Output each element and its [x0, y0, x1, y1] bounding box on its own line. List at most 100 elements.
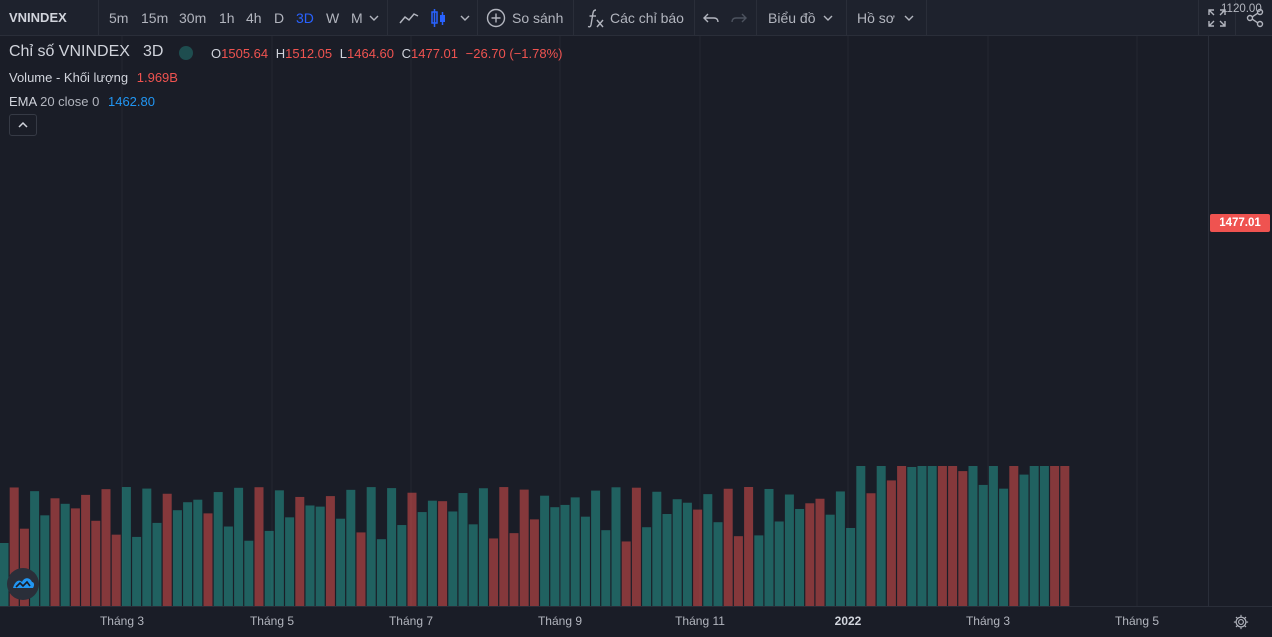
interval-30m[interactable]: 30m	[179, 10, 207, 26]
collapse-legend-button[interactable]	[9, 114, 37, 136]
fullscreen-icon[interactable]	[1205, 6, 1229, 30]
interval-m[interactable]: M	[351, 10, 363, 26]
volume-bar	[81, 494, 91, 606]
price-chart[interactable]	[0, 36, 1208, 606]
volume-bar	[274, 490, 284, 606]
interval-5m[interactable]: 5m	[109, 10, 129, 26]
close-key: C	[401, 46, 412, 61]
volume-bar	[346, 489, 356, 606]
redo-icon[interactable]	[727, 6, 751, 30]
volume-bar	[509, 533, 519, 606]
volume-bar	[999, 488, 1009, 606]
volume-bar	[795, 508, 805, 606]
chevron-down-icon[interactable]	[904, 13, 914, 23]
chart-layout-menu[interactable]: Biểu đồ	[768, 10, 816, 26]
volume-bar	[60, 503, 70, 606]
volume-bar	[91, 520, 101, 606]
volume-bar	[407, 492, 417, 606]
interval-3d[interactable]: 3D	[296, 10, 314, 26]
time-axis[interactable]: Tháng 3 Tháng 5 Tháng 7 Tháng 9 Tháng 11 2022…	[0, 606, 1272, 637]
top-toolbar: VNINDEX 5m 15m 30m 1h 4h D 3D W M So sán…	[0, 0, 1272, 36]
volume-bar	[254, 487, 264, 606]
interval-4h[interactable]: 4h	[246, 10, 262, 26]
interval-1h[interactable]: 1h	[219, 10, 235, 26]
volume-bar	[856, 466, 866, 606]
volume-bar	[478, 488, 488, 606]
volume-bar	[1009, 466, 1019, 606]
chevron-down-icon[interactable]	[369, 13, 379, 23]
volume-bar	[397, 525, 407, 606]
indicators-button[interactable]: Các chỉ báo	[610, 10, 684, 26]
gear-icon[interactable]	[1232, 613, 1250, 631]
volume-bar	[815, 498, 825, 606]
volume-bar	[611, 487, 621, 606]
high-value: 1512.05	[285, 46, 333, 61]
volume-bar	[978, 484, 988, 606]
toolbar-divider	[98, 0, 99, 36]
candles-icon[interactable]	[426, 6, 450, 30]
interval-d[interactable]: D	[274, 10, 285, 26]
volume-bar	[1050, 466, 1060, 606]
volume-bar	[907, 466, 917, 606]
volume-bar	[876, 466, 886, 606]
volume-bar	[519, 489, 529, 606]
profile-menu[interactable]: Hồ sơ	[857, 10, 895, 26]
volume-bar	[805, 503, 815, 606]
volume-bar	[315, 506, 325, 606]
volume-bar	[0, 543, 9, 606]
volume-bar	[723, 488, 733, 606]
fx-icon[interactable]	[583, 6, 607, 30]
chevron-up-icon	[18, 121, 28, 128]
plus-circle-icon[interactable]	[484, 6, 508, 30]
legend-timeframe: 3D	[143, 43, 164, 60]
volume-value: 1.969B	[136, 70, 178, 85]
volume-label: Volume - Khối lượng	[9, 70, 129, 85]
volume-bar	[662, 514, 672, 606]
volume-bar	[835, 491, 845, 606]
line-chart-icon[interactable]	[397, 6, 421, 30]
volume-bar	[540, 495, 550, 606]
volume-bar	[825, 514, 835, 606]
volume-bar	[142, 488, 152, 606]
volume-bar	[468, 524, 478, 606]
volume-bar	[744, 487, 754, 606]
volume-bar	[448, 511, 458, 606]
symbol-search[interactable]: VNINDEX	[9, 10, 67, 25]
volume-bar	[601, 530, 611, 606]
volume-bar	[1019, 474, 1029, 606]
volume-bar	[570, 497, 580, 606]
time-tick-label: Tháng 9	[537, 614, 583, 628]
volume-bar	[9, 487, 19, 606]
toolbar-divider	[694, 0, 695, 36]
volume-bar	[897, 466, 907, 606]
volume-bar	[295, 496, 305, 606]
legend-volume[interactable]: Volume - Khối lượng 1.969B	[9, 70, 178, 85]
chevron-down-icon[interactable]	[460, 13, 470, 23]
interval-15m[interactable]: 15m	[141, 10, 169, 26]
high-key: H	[275, 46, 286, 61]
time-tick-label: Tháng 5	[249, 614, 295, 628]
volume-bar	[713, 522, 723, 606]
volume-bar	[886, 480, 896, 606]
volume-bar	[580, 516, 590, 606]
time-tick-label: Tháng 11	[675, 614, 725, 628]
price-axis[interactable]: 1640.001600.001560.001520.001480.001440.…	[1208, 3, 1272, 606]
ema-value: 1462.80	[107, 94, 155, 109]
share-icon[interactable]	[1243, 6, 1267, 30]
volume-bar	[682, 502, 692, 606]
volume-bar	[774, 521, 784, 606]
logo-icon[interactable]	[7, 568, 39, 600]
volume-bar	[111, 534, 121, 606]
legend-ohlc: O1505.64 H1512.05 L1464.60 C1477.01 −26.…	[211, 46, 567, 61]
undo-icon[interactable]	[699, 6, 723, 30]
legend-ema[interactable]: EMA 20 close 0 1462.80	[9, 94, 155, 109]
volume-bar	[285, 517, 295, 606]
time-tick-label: Tháng 7	[388, 614, 434, 628]
interval-w[interactable]: W	[326, 10, 340, 26]
volume-bar	[356, 532, 366, 606]
volume-bar	[499, 487, 509, 606]
volume-bar	[1039, 466, 1049, 606]
compare-button[interactable]: So sánh	[512, 10, 564, 26]
volume-bar	[1060, 466, 1070, 606]
chevron-down-icon[interactable]	[823, 13, 833, 23]
